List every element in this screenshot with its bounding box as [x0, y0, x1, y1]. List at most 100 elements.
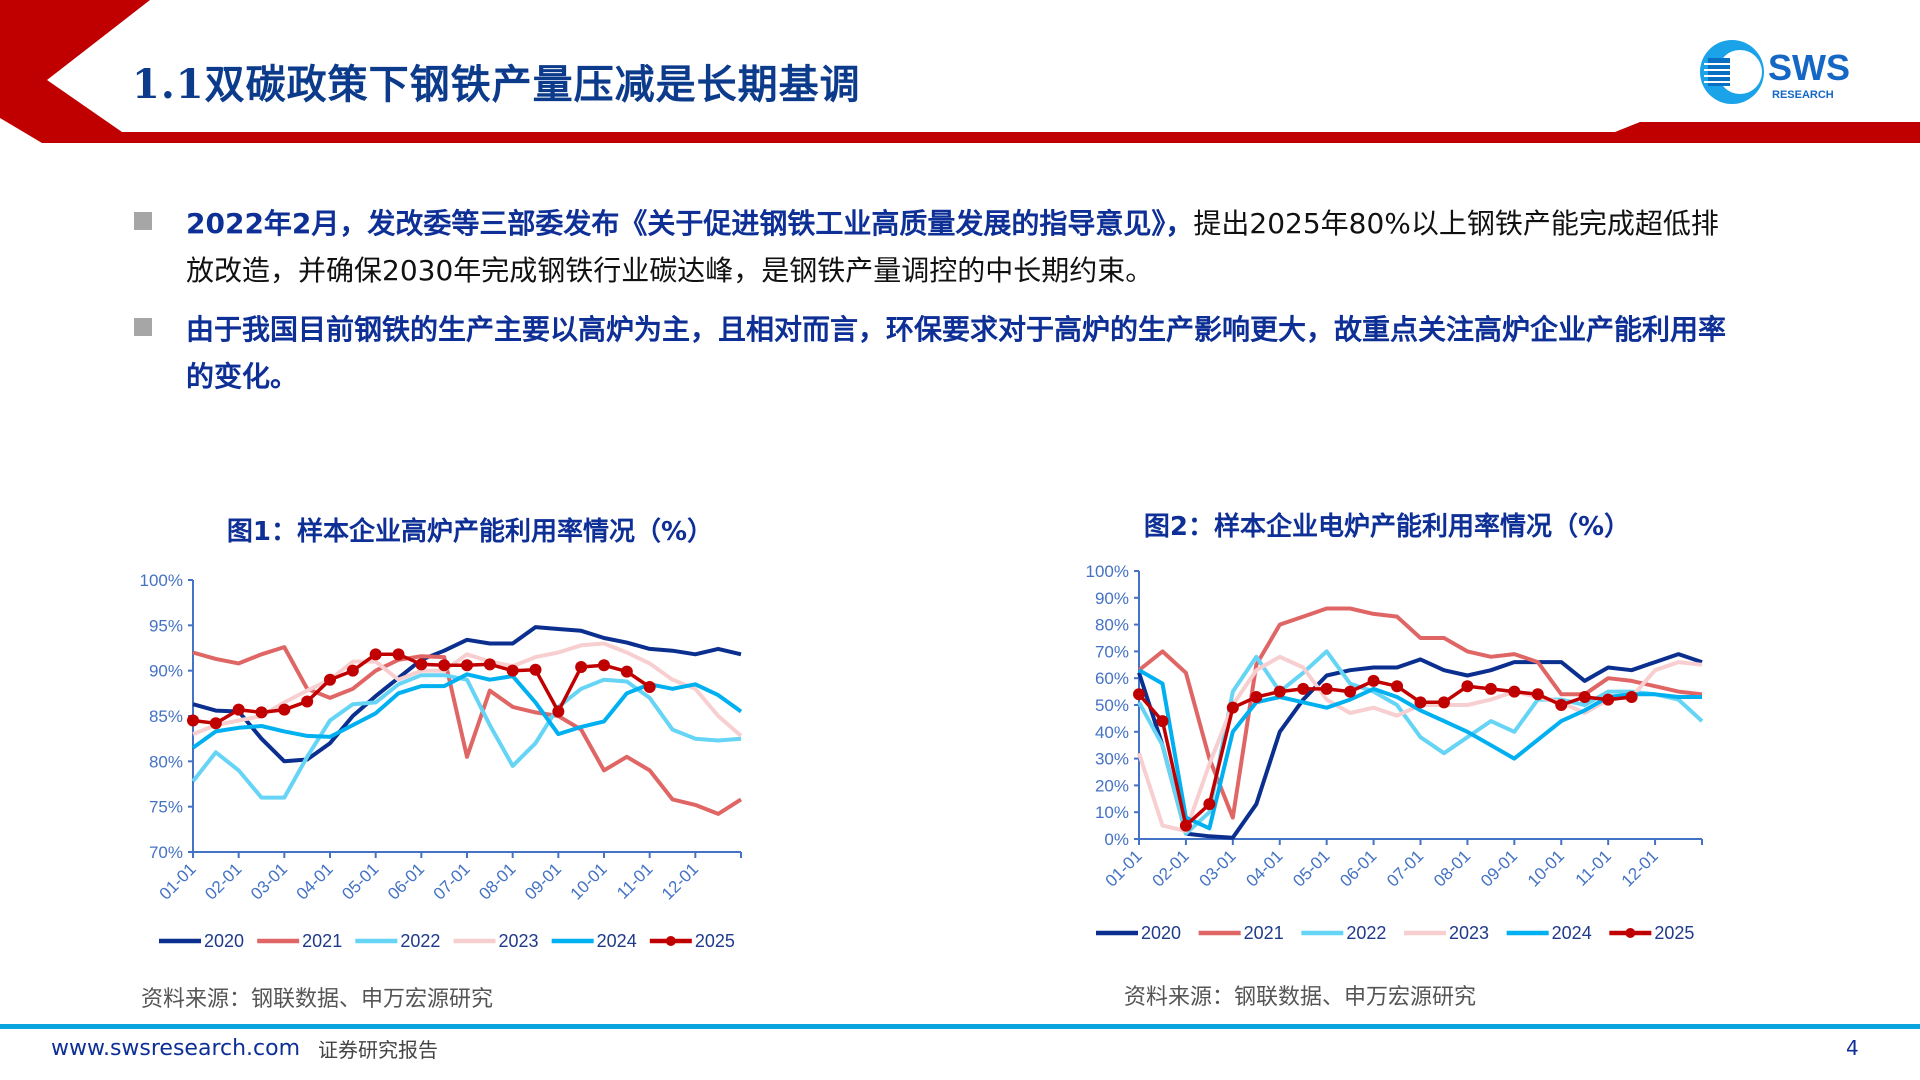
data-point-2025 — [1602, 693, 1615, 706]
data-point-2025 — [438, 659, 451, 672]
x-tick-label: 08-01 — [475, 859, 519, 903]
data-point-2025 — [1179, 819, 1192, 832]
data-point-2025 — [552, 705, 565, 718]
bullet-square-icon — [134, 318, 152, 336]
x-tick-label: 12-01 — [658, 859, 702, 903]
logo-subtext: RESEARCH — [1772, 89, 1834, 101]
data-point-2025 — [369, 648, 382, 661]
y-tick-label: 90% — [1095, 589, 1129, 608]
data-point-2025 — [1320, 682, 1333, 695]
data-point-2025 — [1203, 798, 1216, 811]
y-tick-label: 10% — [1095, 803, 1129, 822]
data-point-2025 — [1273, 685, 1286, 698]
data-point-2025 — [529, 663, 542, 676]
data-point-2025 — [1250, 690, 1263, 703]
chart-2-source: 资料来源：钢联数据、申万宏源研究 — [1124, 985, 1477, 1010]
x-tick-label: 03-01 — [247, 859, 291, 903]
data-point-2025 — [643, 680, 656, 693]
legend-label-2022: 2022 — [1346, 923, 1386, 943]
data-point-2025 — [1391, 680, 1404, 693]
chart-1-source: 资料来源：钢联数据、申万宏源研究 — [141, 987, 494, 1012]
data-point-2025 — [1297, 682, 1310, 695]
data-point-2025 — [187, 714, 199, 727]
data-point-2025 — [1461, 680, 1474, 693]
data-point-2025 — [1508, 685, 1521, 698]
series-line-2022 — [1137, 649, 1704, 836]
legend-label-2020: 2020 — [204, 931, 244, 951]
x-tick-label: 06-01 — [384, 859, 428, 903]
x-tick-label: 09-01 — [521, 859, 565, 903]
data-point-2025 — [506, 664, 519, 677]
x-tick-label: 08-01 — [1430, 846, 1474, 890]
data-point-2025 — [1156, 715, 1169, 728]
legend-label-2023: 2023 — [499, 931, 539, 951]
x-tick-label: 10-01 — [1524, 846, 1568, 890]
x-tick-label: 02-01 — [201, 859, 245, 903]
bullet-2: 由于我国目前钢铁的生产主要以高炉为主，且相对而言，环保要求对于高炉的生产影响更大… — [134, 306, 1734, 400]
x-tick-label: 05-01 — [1289, 846, 1333, 890]
data-point-2025 — [1555, 699, 1568, 711]
data-point-2025 — [1344, 685, 1357, 698]
legend-label-2024: 2024 — [597, 931, 637, 951]
chart-2-title: 图2：样本企业电炉产能利用率情况（%） — [1143, 512, 1631, 542]
data-point-2025 — [209, 717, 222, 730]
x-tick-label: 10-01 — [567, 859, 611, 903]
series-line-2020 — [1137, 652, 1703, 840]
legend-label-2025: 2025 — [695, 931, 735, 951]
data-point-2025 — [301, 695, 314, 708]
legend-label-2022: 2022 — [400, 931, 440, 951]
x-tick-label: 04-01 — [293, 859, 337, 903]
series-line-2025 — [1137, 679, 1632, 828]
legend-label-2023: 2023 — [1449, 923, 1489, 943]
y-tick-label: 0% — [1104, 830, 1129, 849]
data-point-2025 — [255, 706, 268, 719]
y-tick-label: 80% — [149, 752, 183, 771]
y-tick-label: 40% — [1095, 723, 1129, 742]
data-point-2025 — [232, 703, 245, 716]
x-tick-label: 02-01 — [1149, 846, 1193, 890]
data-point-2025 — [1133, 688, 1145, 701]
y-tick-label: 100% — [1086, 562, 1129, 581]
legend-label-2025: 2025 — [1654, 923, 1694, 943]
bullet-2-bold: 由于我国目前钢铁的生产主要以高炉为主，且相对而言，环保要求对于高炉的生产影响更大… — [186, 313, 1727, 393]
series-line-2021 — [192, 645, 743, 816]
x-tick-label: 07-01 — [1383, 846, 1427, 890]
data-point-2025 — [392, 648, 405, 661]
chart-1-title: 图1：样本企业高炉产能利用率情况（%） — [226, 517, 714, 547]
page-title: 1.1双碳政策下钢铁产量压减是长期基调 — [132, 61, 861, 108]
data-point-2025 — [1578, 690, 1591, 703]
data-point-2025 — [461, 659, 473, 672]
footer-report-label: 证券研究报告 — [318, 1038, 438, 1062]
x-tick-label: 06-01 — [1336, 846, 1380, 890]
legend-label-2020: 2020 — [1141, 923, 1181, 943]
data-point-2025 — [1437, 696, 1450, 709]
data-point-2025 — [346, 664, 359, 677]
y-tick-label: 30% — [1095, 750, 1129, 769]
x-tick-label: 01-01 — [1102, 846, 1146, 890]
y-tick-label: 85% — [149, 707, 183, 726]
footer-divider — [0, 1024, 1920, 1029]
data-point-2025 — [1531, 688, 1544, 701]
data-point-2025 — [415, 658, 428, 671]
bullet-1: 2022年2月，发改委等三部委发布《关于促进钢铁工业高质量发展的指导意见》，提出… — [134, 200, 1734, 294]
data-point-2025 — [1484, 682, 1497, 695]
data-point-2025 — [575, 661, 588, 674]
series-line-2022 — [191, 673, 742, 800]
chart-2-eaf-utilization: 0% 10% 20% 30% 40% 50% 60% 70% 80% 90% 100% 01-01 02… — [1086, 562, 1704, 943]
x-tick-label: 07-01 — [430, 859, 474, 903]
legend-marker-2025 — [665, 936, 676, 946]
logo-text: SWS — [1768, 47, 1850, 88]
page-number: 4 — [1846, 1036, 1859, 1060]
bullet-square-icon — [134, 212, 152, 230]
x-tick-label: 11-01 — [1572, 846, 1615, 889]
x-tick-label: 01-01 — [156, 859, 200, 903]
y-tick-label: 70% — [1095, 642, 1129, 661]
footer-website-link[interactable]: www.swsresearch.com — [51, 1036, 301, 1061]
legend-label-2024: 2024 — [1552, 923, 1592, 943]
x-tick-label: 12-01 — [1618, 846, 1662, 890]
y-tick-label: 90% — [149, 662, 183, 681]
data-point-2025 — [1414, 696, 1427, 709]
data-point-2025 — [324, 673, 336, 686]
data-point-2025 — [620, 665, 633, 678]
bullet-1-text: 提出2025年80%以上钢铁产能完成超低排放改造，并确保2030年完成钢铁行业碳… — [186, 207, 1719, 287]
